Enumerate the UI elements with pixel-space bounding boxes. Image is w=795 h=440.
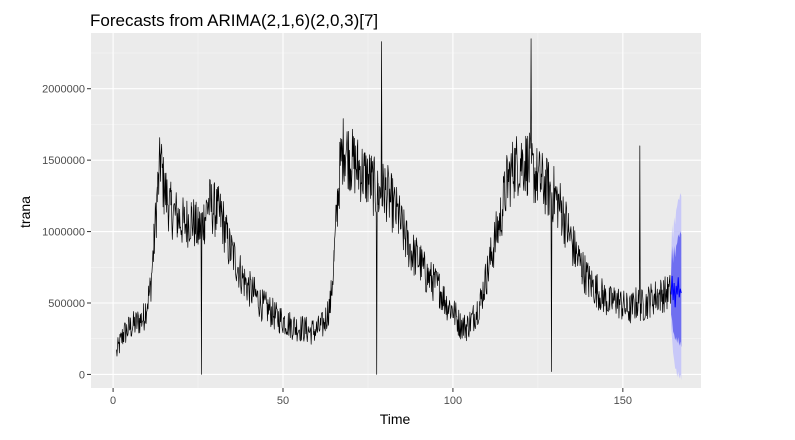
y-tick-label: 500000	[48, 298, 85, 310]
y-tick-label: 2000000	[42, 84, 85, 96]
series-forecast	[670, 275, 682, 308]
y-axis-ticks: 0 500000 1000000 1500000 2000000	[42, 84, 91, 381]
x-tick-label: 100	[444, 395, 462, 407]
y-tick-label: 1500000	[42, 155, 85, 167]
x-axis-label: Time	[380, 411, 411, 427]
series-lines	[116, 38, 682, 375]
series-observed	[116, 38, 671, 375]
x-tick-label: 50	[277, 395, 289, 407]
chart-title: Forecasts from ARIMA(2,1,6)(2,0,3)[7]	[90, 11, 378, 30]
y-axis-label: trana	[17, 196, 33, 228]
x-tick-label: 0	[110, 395, 116, 407]
x-axis-ticks: 0 50 100 150	[110, 388, 632, 407]
x-tick-label: 150	[614, 395, 632, 407]
y-tick-label: 0	[79, 369, 85, 381]
y-tick-label: 1000000	[42, 227, 85, 239]
grid-minor	[91, 33, 701, 388]
